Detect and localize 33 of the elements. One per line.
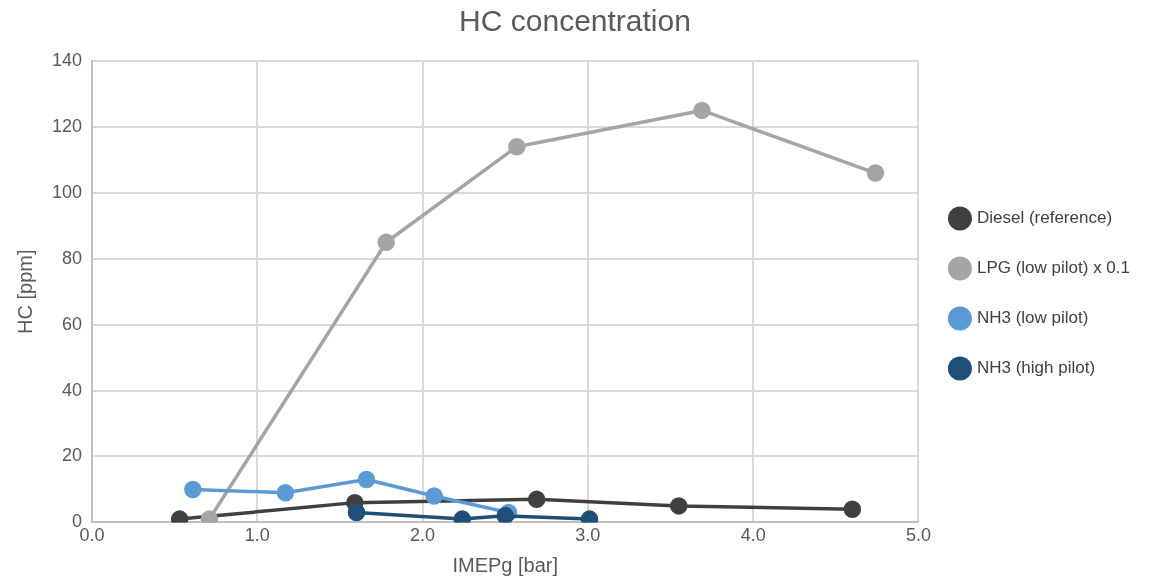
x-tick-label: 1.0	[244, 525, 270, 546]
point	[693, 101, 711, 120]
legend-label: LPG (low pilot) x 0.1	[976, 258, 1130, 278]
x-tick-label: 3.0	[575, 525, 601, 546]
y-tick-label: 20	[62, 445, 83, 466]
legend-label: NH3 (low pilot)	[976, 308, 1089, 328]
point	[276, 483, 295, 502]
point	[670, 497, 688, 515]
legend-label: NH3 (high pilot)	[976, 358, 1096, 378]
y-tick-label: 60	[62, 313, 83, 334]
point	[527, 490, 546, 509]
y-tick-label: 80	[62, 247, 83, 268]
x-tick-label: 4.0	[740, 525, 766, 546]
legend-label: Diesel (reference)	[976, 208, 1113, 228]
y-tick-label: 40	[62, 379, 83, 400]
point	[425, 487, 443, 505]
x-tick-label: 5.0	[905, 525, 931, 546]
chart-title: HC concentration	[459, 4, 691, 38]
y-tick-label: 120	[51, 115, 83, 136]
point	[377, 233, 395, 252]
point	[508, 137, 526, 156]
x-tick-label: 0.0	[79, 525, 105, 546]
x-axis-title: IMEPg [bar]	[452, 553, 559, 576]
point	[347, 503, 366, 522]
point	[866, 164, 885, 182]
point	[357, 470, 376, 489]
y-tick-label: 140	[51, 49, 83, 70]
x-tick-label: 2.0	[410, 525, 436, 546]
point	[184, 480, 202, 499]
point	[843, 500, 862, 518]
point	[496, 507, 514, 523]
y-axis-title: HC [ppm]	[13, 249, 36, 334]
y-tick-label: 100	[51, 181, 83, 202]
